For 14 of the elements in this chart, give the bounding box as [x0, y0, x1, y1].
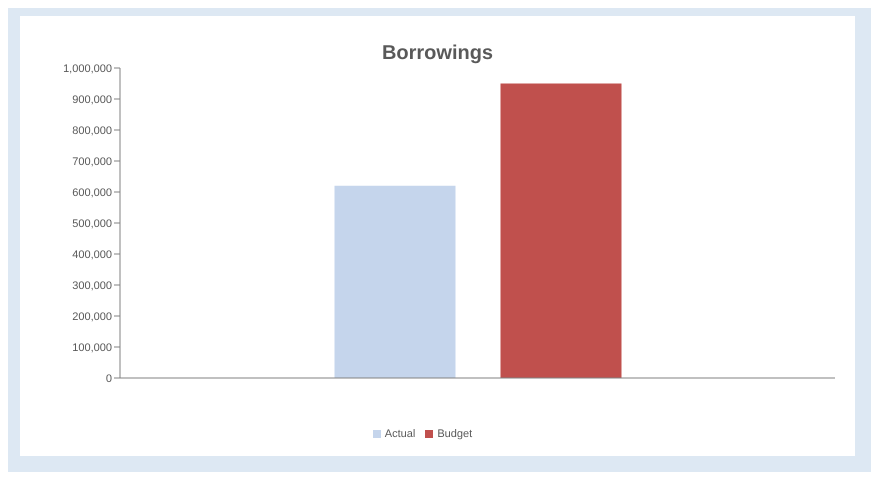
y-tick-label: 0 — [106, 372, 112, 385]
y-tick-label: 300,000 — [72, 280, 112, 292]
y-tick-label: 900,000 — [72, 94, 112, 106]
legend-label: Actual — [384, 428, 416, 440]
y-tick-label: 700,000 — [72, 156, 112, 168]
y-tick-label: 100,000 — [72, 342, 112, 354]
y-tick-label: 200,000 — [72, 310, 112, 323]
y-tick-label: 500,000 — [72, 218, 112, 230]
legend-label: Budget — [437, 428, 472, 440]
chart-title: Borrowings — [382, 42, 494, 64]
y-tick-label: 600,000 — [72, 186, 112, 199]
y-tick-label: 400,000 — [72, 248, 112, 261]
y-tick-label: 800,000 — [72, 124, 112, 137]
y-tick-label: 1,000,000 — [63, 62, 112, 75]
